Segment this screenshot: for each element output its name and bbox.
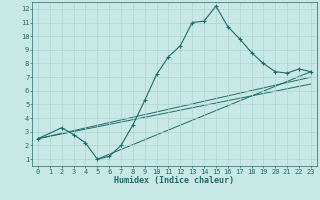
X-axis label: Humidex (Indice chaleur): Humidex (Indice chaleur) — [115, 176, 234, 185]
